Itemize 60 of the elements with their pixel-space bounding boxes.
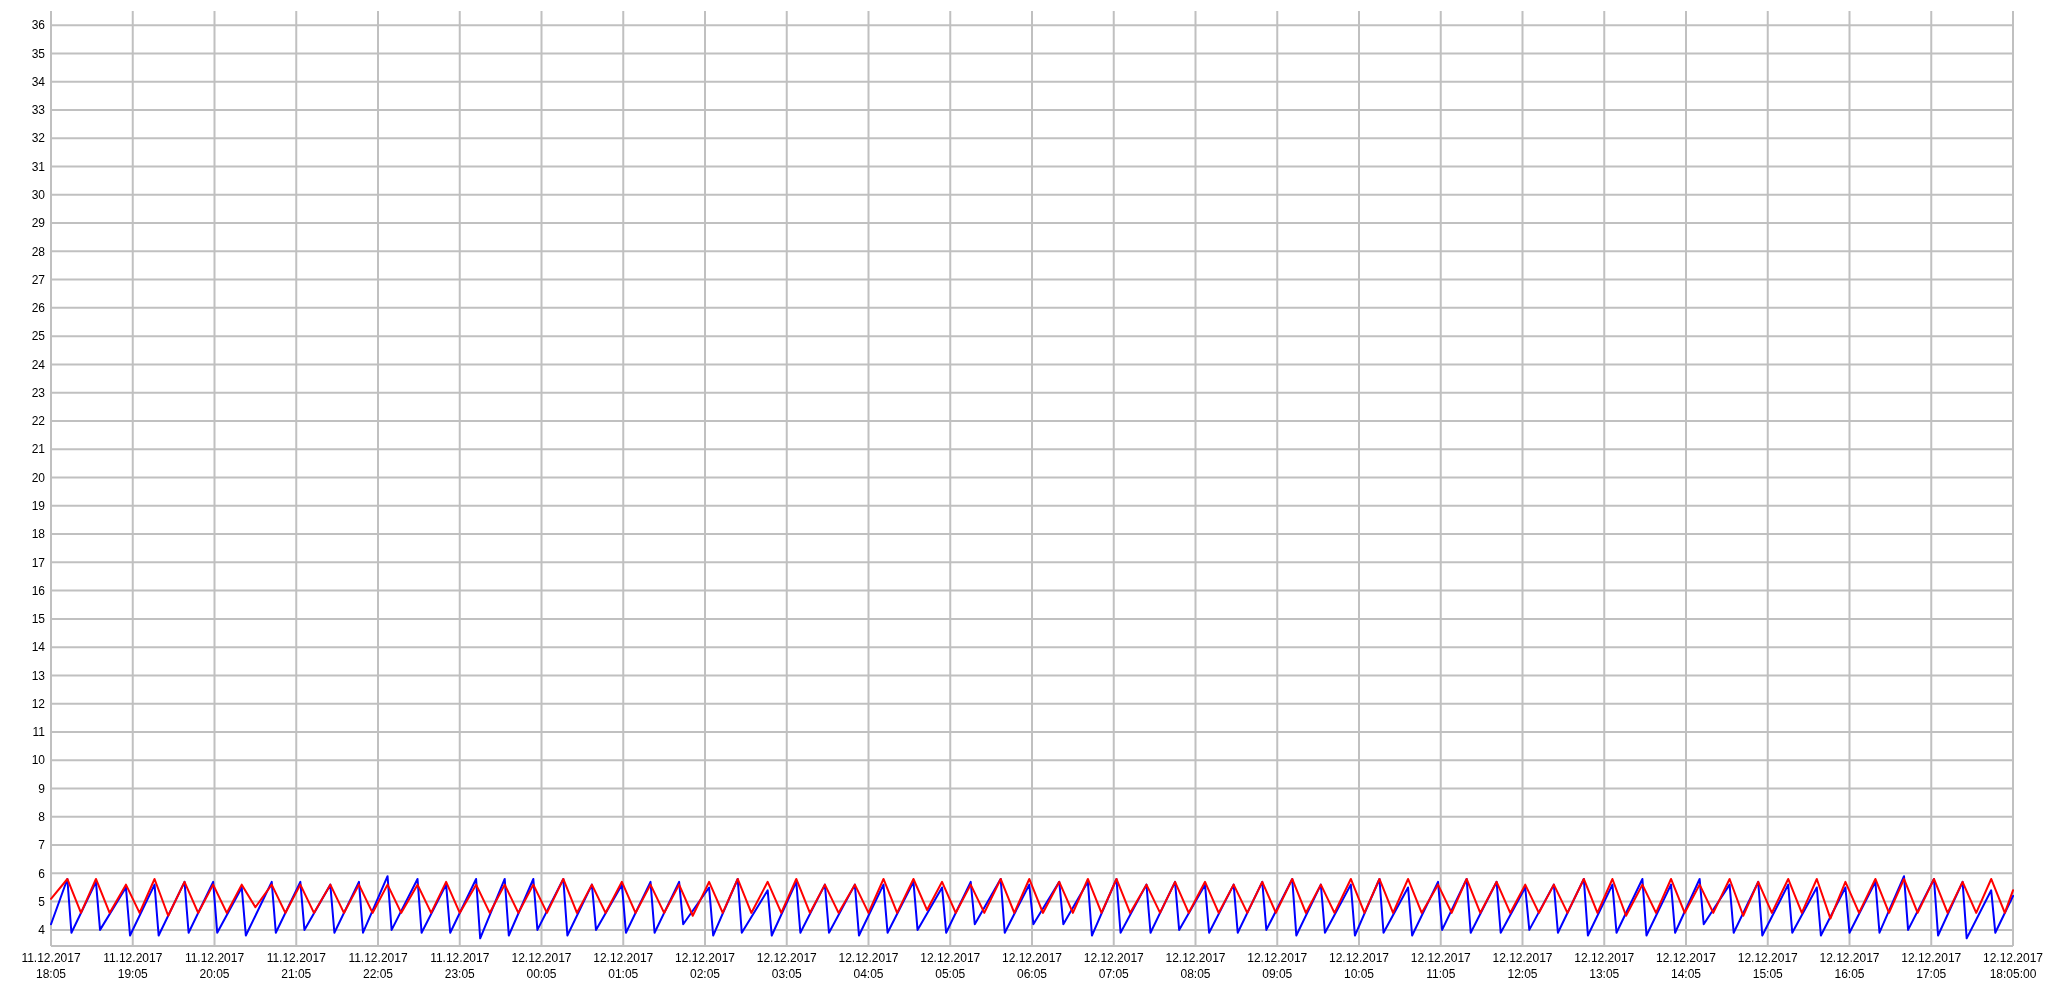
y-tick-label: 16 xyxy=(31,583,46,598)
x-tick-label: 12.12.2017 03:05 xyxy=(756,951,818,981)
x-tick-label: 12.12.2017 00:05 xyxy=(511,951,572,981)
x-tick-label: 12.12.2017 05:05 xyxy=(920,951,981,981)
y-tick-label: 26 xyxy=(31,301,46,316)
x-tick-label: 11.12.2017 22:05 xyxy=(348,951,408,981)
x-tick-label: 11.12.2017 19:05 xyxy=(103,951,163,981)
y-tick-label: 13 xyxy=(31,668,46,683)
y-tick-label: 7 xyxy=(38,838,46,853)
x-tick-label: 11.12.2017 23:05 xyxy=(430,951,490,981)
line-series xyxy=(50,875,2014,940)
x-tick-label: 12.12.2017 08:05 xyxy=(1165,951,1226,981)
x-tick-label: 12.12.2017 11:05 xyxy=(1410,951,1472,981)
y-tick-label: 33 xyxy=(31,103,46,118)
y-tick-label: 5 xyxy=(38,894,46,909)
y-tick-label: 17 xyxy=(31,555,46,570)
y-tick-label: 35 xyxy=(31,46,46,61)
y-tick-label: 30 xyxy=(31,187,46,202)
x-tick-label: 12.12.2017 15:05 xyxy=(1737,951,1799,981)
y-tick-label: 21 xyxy=(31,442,46,457)
x-tick-label: 12.12.2017 04:05 xyxy=(838,951,899,981)
x-tick-label: 12.12.2017 09:05 xyxy=(1247,951,1308,981)
y-tick-label: 4 xyxy=(38,923,46,938)
y-tick-label: 15 xyxy=(31,612,46,627)
x-tick-label: 12.12.2017 14:05 xyxy=(1655,951,1717,981)
y-tick-label: 24 xyxy=(31,357,46,372)
y-tick-label: 32 xyxy=(31,131,46,146)
x-tick-label: 11.12.2017 18:05 xyxy=(21,951,81,981)
y-tick-label: 9 xyxy=(38,781,46,796)
x-tick-label: 12.12.2017 01:05 xyxy=(593,951,654,981)
y-tick-label: 10 xyxy=(31,753,46,768)
y-tick-label: 20 xyxy=(31,470,46,485)
y-tick-label: 27 xyxy=(31,272,46,287)
x-tick-label: 12.12.2017 16:05 xyxy=(1819,951,1880,981)
y-tick-label: 8 xyxy=(38,809,46,824)
y-tick-label: 28 xyxy=(31,244,46,259)
y-tick-label: 11 xyxy=(32,725,46,740)
x-tick-label: 12.12.2017 10:05 xyxy=(1328,951,1390,981)
line-series xyxy=(50,877,2014,920)
x-tick-label: 12.12.2017 06:05 xyxy=(1001,951,1063,981)
x-tick-label: 12.12.2017 18:05:00 xyxy=(1982,951,2044,981)
y-tick-label: 22 xyxy=(31,414,46,429)
y-tick-label: 29 xyxy=(31,216,46,231)
y-tick-label: 6 xyxy=(38,866,46,881)
y-tick-label: 34 xyxy=(31,74,46,89)
x-tick-label: 11.12.2017 21:05 xyxy=(266,951,327,981)
x-tick-label: 12.12.2017 02:05 xyxy=(674,951,736,981)
y-tick-label: 19 xyxy=(31,498,46,513)
y-tick-label: 12 xyxy=(31,696,46,711)
y-tick-label: 14 xyxy=(31,640,46,655)
x-tick-label: 12.12.2017 12:05 xyxy=(1492,951,1553,981)
x-tick-label: 11.12.2017 20:05 xyxy=(184,951,245,981)
x-tick-label: 12.12.2017 13:05 xyxy=(1574,951,1635,981)
y-tick-label: 18 xyxy=(31,527,46,542)
x-tick-label: 12.12.2017 17:05 xyxy=(1901,951,1962,981)
y-tick-label: 25 xyxy=(31,329,46,344)
x-tick-label: 12.12.2017 07:05 xyxy=(1083,951,1145,981)
y-tick-label: 23 xyxy=(31,385,46,400)
y-tick-label: 31 xyxy=(31,159,46,174)
y-tick-label: 36 xyxy=(31,18,46,33)
